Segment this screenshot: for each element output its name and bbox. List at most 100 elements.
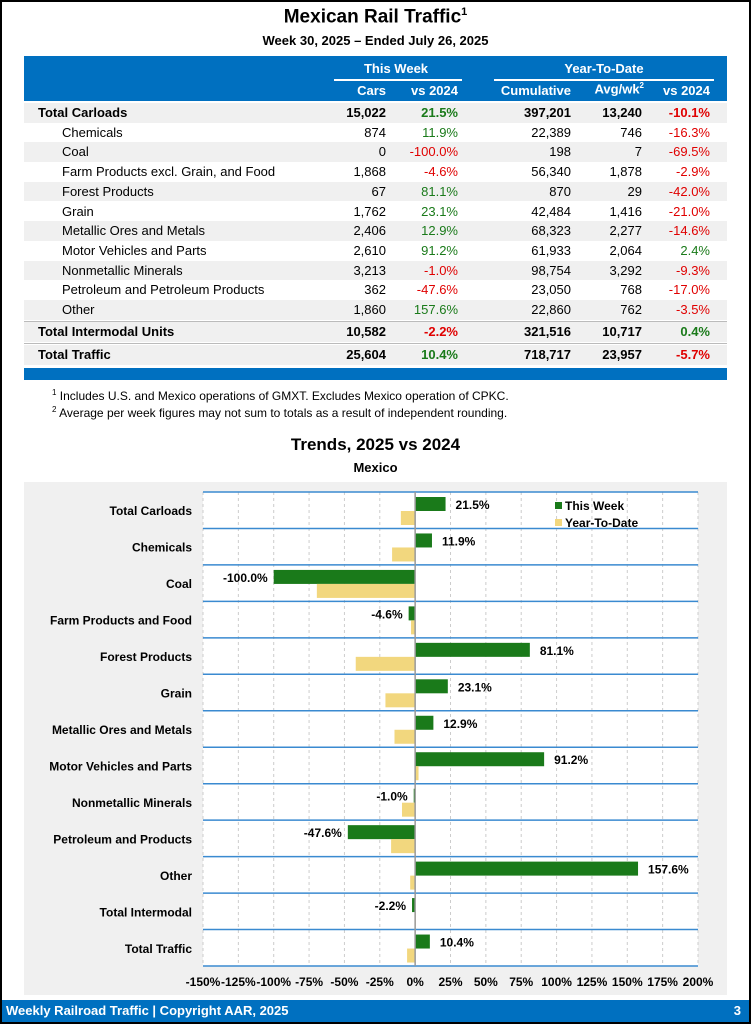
footer-bar: Weekly Railroad Traffic | Copyright AAR,… bbox=[2, 1000, 749, 1022]
data-label: 10.4% bbox=[440, 936, 474, 950]
cell-cumulative: 61,933 bbox=[531, 242, 571, 258]
x-tick-label: -75% bbox=[295, 975, 323, 989]
data-label: -100.0% bbox=[223, 571, 268, 585]
chart-subtitle: Mexico bbox=[353, 460, 398, 475]
category-label: Metallic Ores and Metals bbox=[52, 723, 192, 737]
x-tick-label: 125% bbox=[577, 975, 608, 989]
x-tick-label: 50% bbox=[474, 975, 498, 989]
cell-vs2024: -2.2% bbox=[424, 324, 458, 339]
trends-chart: -150% -125% -100% -75% -50% -25% 0% 25% 50% 75% 10… bbox=[49, 491, 714, 989]
data-label: -47.6% bbox=[304, 826, 342, 840]
table-row: Metallic Ores and Metals 2,406 12.9% 68,323… bbox=[24, 221, 727, 241]
category-label: Coal bbox=[166, 577, 192, 591]
x-tick-label: -125% bbox=[221, 975, 256, 989]
cell-cumulative: 870 bbox=[549, 183, 571, 199]
row-label: Nonmetallic Minerals bbox=[62, 262, 183, 278]
table-row: Nonmetallic Minerals 3,213 -1.0% 98,754 3,29… bbox=[24, 260, 727, 281]
cell-avg-wk: 768 bbox=[620, 282, 642, 298]
cell-vs2024: 11.9% bbox=[422, 124, 458, 140]
bar-ytd bbox=[316, 583, 416, 598]
cell-cumulative: 23,050 bbox=[531, 282, 571, 298]
cell-avg-wk: 746 bbox=[620, 124, 642, 140]
cell-cumulative: 22,389 bbox=[531, 124, 571, 140]
legend-swatch-ytd bbox=[555, 519, 562, 526]
table-header: This Week Year-To-Date Cars vs 2024 Cumu… bbox=[24, 56, 727, 101]
category-label: Farm Products and Food bbox=[50, 614, 192, 628]
x-tick-label: 25% bbox=[438, 975, 462, 989]
cell-cars: 3,213 bbox=[353, 262, 386, 278]
cell-cumulative: 397,201 bbox=[524, 105, 571, 120]
row-label: Forest Products bbox=[62, 183, 154, 199]
cell-avg-wk: 2,064 bbox=[609, 242, 642, 258]
cell-vs2024: -47.6% bbox=[416, 282, 458, 298]
footnote-1: 1 Includes U.S. and Mexico operations of… bbox=[52, 388, 509, 403]
bar-this-week bbox=[415, 861, 639, 876]
data-label: 157.6% bbox=[648, 863, 689, 877]
cell-cars: 2,610 bbox=[353, 242, 386, 258]
table-bottom-bar bbox=[24, 368, 727, 380]
bar-ytd bbox=[411, 620, 416, 635]
data-label: 11.9% bbox=[442, 534, 476, 548]
row-label: Motor Vehicles and Parts bbox=[62, 242, 207, 258]
cell-cars: 1,860 bbox=[353, 302, 386, 317]
cell-ytd-vs2024: -10.1% bbox=[668, 105, 710, 120]
cell-cars: 874 bbox=[364, 124, 386, 140]
table-row: Other 1,860 157.6% 22,860 762 -3.5% bbox=[24, 300, 727, 320]
category-label: Total Carloads bbox=[110, 504, 193, 518]
bar-this-week bbox=[415, 752, 545, 767]
bar-ytd bbox=[391, 839, 416, 854]
legend-swatch-this-week bbox=[555, 502, 562, 509]
cell-cumulative: 718,717 bbox=[524, 347, 571, 362]
bar-this-week bbox=[408, 606, 416, 621]
x-tick-label: -100% bbox=[256, 975, 291, 989]
bar-ytd bbox=[407, 948, 416, 963]
bar-this-week bbox=[415, 497, 446, 511]
cell-vs2024: 81.1% bbox=[421, 183, 458, 199]
cell-avg-wk: 2,277 bbox=[609, 223, 642, 239]
col-avg-wk: Avg/wk2 bbox=[594, 81, 644, 97]
cell-ytd-vs2024: 0.4% bbox=[680, 324, 710, 339]
category-label: Other bbox=[160, 869, 192, 883]
cell-vs2024: 91.2% bbox=[421, 242, 458, 258]
cell-cars: 2,406 bbox=[353, 223, 386, 239]
x-tick-label: -25% bbox=[366, 975, 394, 989]
cell-vs2024: 10.4% bbox=[421, 347, 458, 362]
cell-cumulative: 321,516 bbox=[524, 324, 571, 339]
cell-cars: 10,582 bbox=[346, 324, 386, 339]
category-label: Forest Products bbox=[100, 650, 192, 664]
cell-cumulative: 198 bbox=[549, 144, 571, 160]
bar-this-week bbox=[415, 533, 432, 548]
row-label: Other bbox=[62, 302, 95, 317]
bar-this-week bbox=[347, 825, 416, 840]
row-label: Total Intermodal Units bbox=[38, 324, 175, 339]
cell-vs2024: 157.6% bbox=[413, 302, 458, 317]
bar-ytd bbox=[410, 875, 416, 890]
cell-ytd-vs2024: 2.4% bbox=[680, 242, 710, 258]
row-label: Total Carloads bbox=[38, 105, 128, 120]
cell-ytd-vs2024: -16.3% bbox=[668, 124, 710, 140]
cell-ytd-vs2024: -69.5% bbox=[668, 144, 710, 160]
cell-cumulative: 98,754 bbox=[531, 262, 571, 278]
col-ytd-vs2024: vs 2024 bbox=[663, 83, 710, 98]
cell-cars: 25,604 bbox=[346, 347, 386, 362]
col-cumulative: Cumulative bbox=[500, 83, 571, 98]
cell-ytd-vs2024: -14.6% bbox=[668, 223, 710, 239]
table-row: Total Traffic 25,604 10.4% 718,717 23,957 -5.… bbox=[24, 345, 727, 365]
cell-cars: 15,022 bbox=[346, 105, 386, 120]
bar-ytd bbox=[392, 547, 416, 562]
cell-cumulative: 68,323 bbox=[531, 223, 571, 239]
cell-avg-wk: 10,717 bbox=[602, 324, 642, 339]
row-label: Petroleum and Petroleum Products bbox=[62, 282, 265, 298]
cell-cars: 1,762 bbox=[353, 203, 386, 219]
cell-avg-wk: 29 bbox=[627, 183, 642, 199]
table-row: Chemicals 874 11.9% 22,389 746 -16.3% bbox=[24, 123, 727, 143]
cell-cumulative: 42,484 bbox=[531, 203, 571, 219]
bar-this-week bbox=[415, 642, 530, 657]
category-label: Nonmetallic Minerals bbox=[72, 796, 192, 810]
table-row: Total Carloads 15,022 21.5% 397,201 13,240 -1… bbox=[24, 103, 727, 123]
page-subtitle: Week 30, 2025 – Ended July 26, 2025 bbox=[262, 33, 489, 48]
x-tick-label: 150% bbox=[612, 975, 643, 989]
bar-ytd bbox=[400, 511, 416, 525]
group-this-week: This Week bbox=[363, 61, 429, 76]
cell-avg-wk: 762 bbox=[620, 302, 642, 317]
